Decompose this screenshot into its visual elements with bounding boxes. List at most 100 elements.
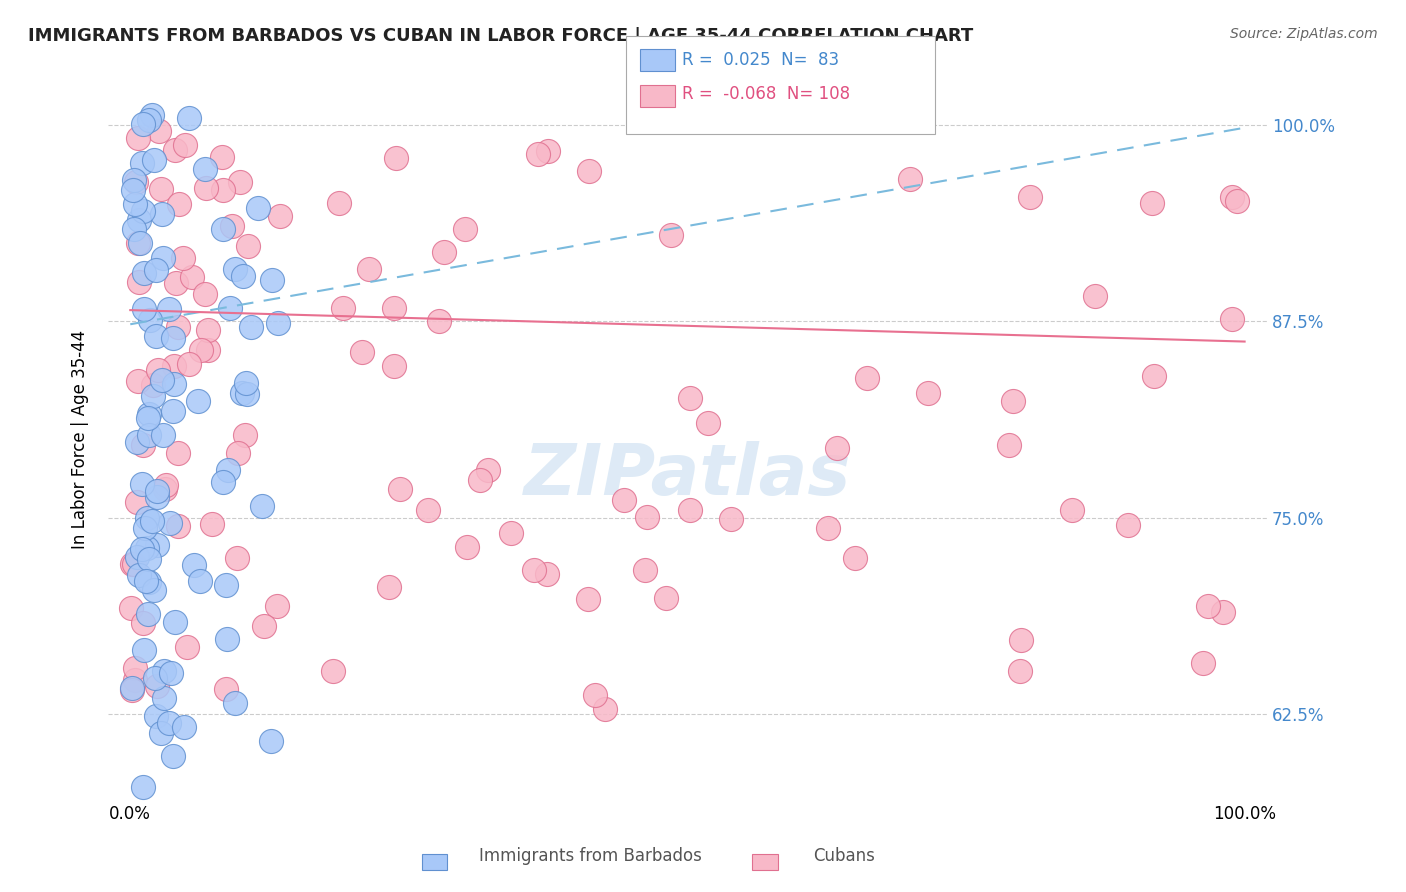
Cubans: [225, 550, 247, 565]
Cubans: [211, 150, 233, 164]
Immigrants from Barbados: [215, 578, 238, 592]
Cubans: [378, 580, 401, 594]
Cubans: [201, 517, 224, 532]
Cubans: [132, 616, 155, 631]
Immigrants from Barbados: [134, 521, 156, 535]
Immigrants from Barbados: [260, 734, 283, 748]
Immigrants from Barbados: [138, 574, 160, 589]
Immigrants from Barbados: [141, 108, 163, 122]
Cubans: [1212, 605, 1234, 619]
Immigrants from Barbados: [138, 112, 160, 127]
Cubans: [384, 152, 406, 166]
Immigrants from Barbados: [135, 574, 157, 588]
Immigrants from Barbados: [173, 719, 195, 733]
Immigrants from Barbados: [121, 681, 143, 695]
Immigrants from Barbados: [157, 715, 180, 730]
Immigrants from Barbados: [145, 329, 167, 343]
Cubans: [215, 681, 238, 696]
Immigrants from Barbados: [215, 632, 238, 646]
Cubans: [1143, 368, 1166, 383]
Cubans: [578, 163, 600, 178]
Cubans: [1192, 656, 1215, 670]
Cubans: [127, 374, 149, 388]
Y-axis label: In Labor Force | Age 35-44: In Labor Force | Age 35-44: [72, 329, 89, 549]
Cubans: [825, 441, 848, 455]
Cubans: [155, 477, 177, 491]
Immigrants from Barbados: [136, 410, 159, 425]
Cubans: [124, 661, 146, 675]
Immigrants from Barbados: [150, 207, 173, 221]
Cubans: [523, 563, 546, 577]
Immigrants from Barbados: [152, 252, 174, 266]
Cubans: [120, 601, 142, 615]
Cubans: [155, 482, 177, 496]
Immigrants from Barbados: [160, 666, 183, 681]
Cubans: [720, 512, 742, 526]
Cubans: [172, 251, 194, 265]
Cubans: [179, 357, 201, 371]
Immigrants from Barbados: [145, 263, 167, 277]
Cubans: [194, 286, 217, 301]
Immigrants from Barbados: [159, 516, 181, 530]
Immigrants from Barbados: [122, 222, 145, 236]
Immigrants from Barbados: [252, 499, 274, 513]
Immigrants from Barbados: [231, 385, 253, 400]
Cubans: [332, 301, 354, 316]
Cubans: [125, 494, 148, 508]
Cubans: [124, 673, 146, 687]
Immigrants from Barbados: [132, 203, 155, 218]
Immigrants from Barbados: [122, 182, 145, 196]
Cubans: [1002, 394, 1025, 409]
Cubans: [576, 591, 599, 606]
Cubans: [501, 525, 523, 540]
Immigrants from Barbados: [212, 221, 235, 235]
Immigrants from Barbados: [150, 726, 173, 740]
Immigrants from Barbados: [145, 491, 167, 505]
Immigrants from Barbados: [124, 197, 146, 211]
Cubans: [233, 428, 256, 442]
Cubans: [163, 359, 186, 373]
Immigrants from Barbados: [135, 541, 157, 555]
Immigrants from Barbados: [152, 664, 174, 678]
Immigrants from Barbados: [183, 558, 205, 573]
Immigrants from Barbados: [224, 261, 246, 276]
Cubans: [382, 359, 405, 373]
Cubans: [174, 138, 197, 153]
Cubans: [593, 702, 616, 716]
Cubans: [1010, 633, 1032, 648]
Cubans: [228, 175, 250, 189]
Cubans: [1084, 289, 1107, 303]
Cubans: [127, 130, 149, 145]
Cubans: [1062, 503, 1084, 517]
Cubans: [454, 222, 477, 236]
Cubans: [322, 665, 344, 679]
Cubans: [997, 437, 1019, 451]
Immigrants from Barbados: [145, 708, 167, 723]
Immigrants from Barbados: [142, 389, 165, 403]
Immigrants from Barbados: [232, 268, 254, 283]
Immigrants from Barbados: [125, 550, 148, 565]
Cubans: [176, 640, 198, 655]
Cubans: [388, 482, 411, 496]
Cubans: [583, 688, 606, 702]
Immigrants from Barbados: [163, 377, 186, 392]
Cubans: [197, 323, 219, 337]
Cubans: [1140, 196, 1163, 211]
Text: R =  -0.068  N= 108: R = -0.068 N= 108: [682, 85, 851, 103]
Immigrants from Barbados: [177, 112, 200, 126]
Cubans: [150, 182, 173, 196]
Immigrants from Barbados: [138, 552, 160, 566]
Cubans: [1197, 599, 1219, 613]
Cubans: [1010, 664, 1032, 678]
Cubans: [917, 386, 939, 401]
Cubans: [197, 343, 219, 357]
Cubans: [1220, 312, 1243, 326]
Cubans: [253, 618, 276, 632]
Cubans: [166, 446, 188, 460]
Text: Source: ZipAtlas.com: Source: ZipAtlas.com: [1230, 27, 1378, 41]
Cubans: [536, 566, 558, 581]
Cubans: [1226, 194, 1249, 209]
Cubans: [456, 540, 478, 554]
Cubans: [167, 320, 190, 334]
Immigrants from Barbados: [128, 213, 150, 227]
